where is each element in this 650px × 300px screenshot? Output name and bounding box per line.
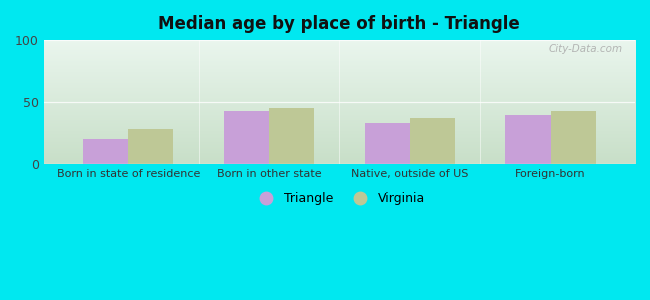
Bar <box>365 123 410 164</box>
Bar <box>410 118 455 164</box>
Bar <box>128 130 174 164</box>
Legend: Triangle, Virginia: Triangle, Virginia <box>248 187 430 210</box>
Title: Median age by place of birth - Triangle: Median age by place of birth - Triangle <box>159 15 520 33</box>
Bar <box>551 111 595 164</box>
Bar <box>224 111 269 164</box>
Bar <box>506 115 551 164</box>
Bar <box>269 108 314 164</box>
Bar <box>83 140 128 164</box>
Text: City-Data.com: City-Data.com <box>549 44 623 54</box>
